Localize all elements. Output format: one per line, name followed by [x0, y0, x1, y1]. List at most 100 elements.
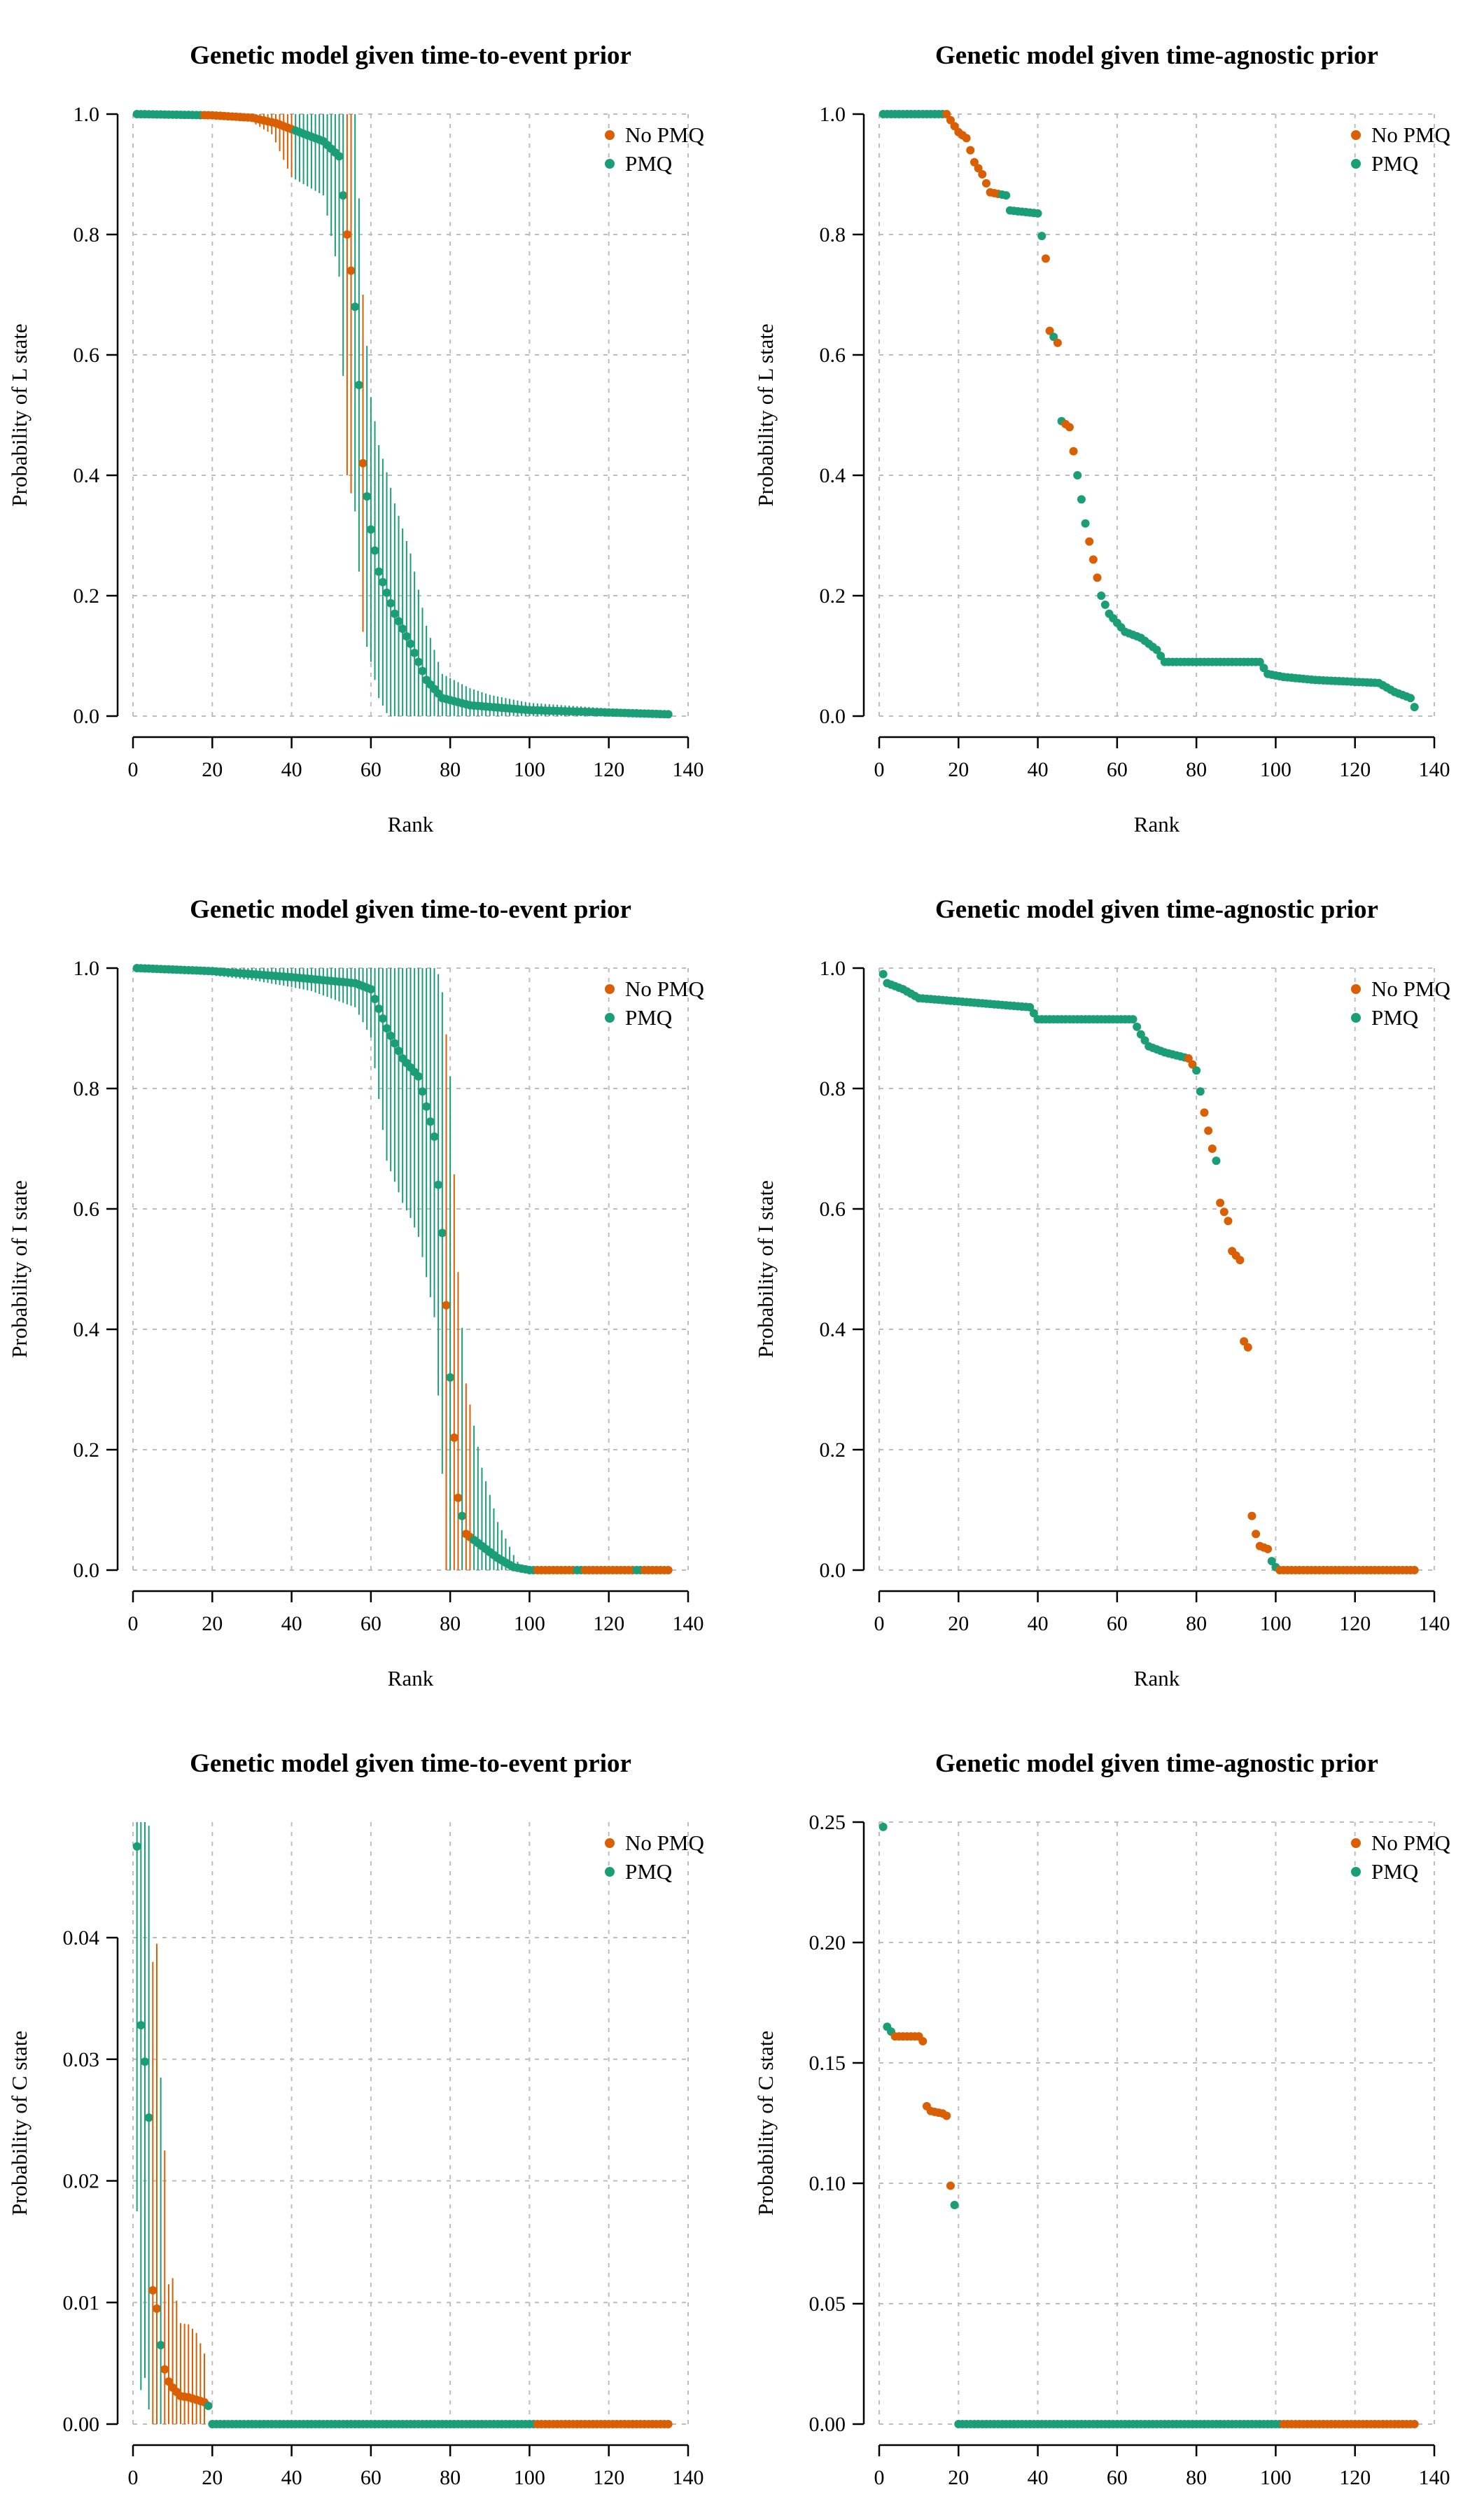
data-point-no_pmq	[1224, 1217, 1233, 1226]
data-point-no_pmq	[1204, 1126, 1213, 1135]
data-point-pmq	[446, 1373, 455, 1382]
x-axis-label: Rank	[1134, 1666, 1180, 1690]
data-points	[878, 110, 1419, 712]
data-point-pmq	[366, 985, 375, 994]
data-point-pmq	[1196, 1087, 1205, 1096]
x-tick-label: 100	[1260, 2466, 1292, 2489]
x-tick-label: 20	[202, 758, 223, 781]
data-point-pmq	[1192, 1066, 1201, 1075]
legend: No PMQ PMQ	[605, 1830, 704, 1884]
legend-label-no_pmq: No PMQ	[625, 1830, 704, 1855]
data-point-pmq	[434, 1180, 443, 1189]
data-point-pmq	[1406, 694, 1415, 703]
y-tick-label: 0.05	[809, 2292, 846, 2316]
panel-title: Genetic model given time-agnostic prior	[935, 895, 1378, 924]
data-point-no_pmq	[152, 2304, 161, 2313]
panel-I-tte: Genetic model given time-to-event prior 0…	[7, 895, 704, 1690]
y-tick-label: 0.15	[809, 2052, 846, 2075]
data-point-pmq	[390, 609, 399, 618]
y-tick-label: 0.03	[63, 2048, 100, 2071]
data-point-pmq	[363, 492, 372, 501]
panel-title: Genetic model given time-agnostic prior	[935, 1749, 1378, 1778]
data-point-pmq	[204, 2401, 213, 2410]
legend-marker-no_pmq	[1351, 1838, 1361, 1848]
data-points	[132, 110, 673, 719]
legend-marker-pmq	[1351, 1867, 1361, 1877]
data-point-pmq	[374, 1004, 384, 1014]
x-tick-label: 40	[1028, 2466, 1049, 2489]
x-tick-label: 60	[360, 1612, 382, 1635]
data-point-no_pmq	[1093, 573, 1102, 582]
y-axis-label: Probability of I state	[7, 1180, 31, 1358]
legend-label-pmq: PMQ	[1371, 1005, 1418, 1030]
data-point-pmq	[386, 598, 396, 608]
x-tick-label: 80	[440, 1612, 461, 1635]
data-point-no_pmq	[962, 134, 971, 143]
data-points	[132, 1822, 673, 2428]
data-points	[878, 969, 1419, 1574]
x-tick-label: 120	[1339, 758, 1371, 781]
data-point-no_pmq	[1236, 1256, 1245, 1265]
data-point-pmq	[144, 2113, 153, 2122]
data-point-no_pmq	[946, 2181, 955, 2190]
data-point-pmq	[1259, 664, 1268, 673]
legend-label-no_pmq: No PMQ	[1371, 976, 1450, 1001]
legend-label-pmq: PMQ	[1371, 1859, 1418, 1884]
y-tick-label: 0.4	[820, 464, 846, 487]
legend: No PMQ PMQ	[1351, 976, 1450, 1030]
legend-marker-no_pmq	[605, 1838, 615, 1848]
legend-marker-no_pmq	[1351, 130, 1361, 140]
y-tick-label: 0.0	[820, 705, 846, 728]
x-tick-label: 120	[593, 758, 624, 781]
data-point-pmq	[1212, 1156, 1221, 1166]
y-tick-label: 0.0	[74, 1559, 100, 1582]
data-point-no_pmq	[1088, 555, 1098, 564]
data-point-pmq	[351, 302, 360, 312]
data-point-pmq	[414, 1072, 423, 1081]
x-tick-label: 60	[360, 758, 382, 781]
data-point-pmq	[370, 995, 379, 1004]
x-tick-label: 20	[202, 2466, 223, 2489]
data-point-pmq	[132, 1842, 141, 1851]
legend-label-pmq: PMQ	[1371, 151, 1418, 176]
panel-I-ta: Genetic model given time-agnostic prior 0…	[753, 895, 1450, 1690]
y-tick-label: 0.4	[74, 1318, 100, 1341]
data-point-no_pmq	[1045, 326, 1054, 335]
data-point-pmq	[1267, 1557, 1276, 1566]
x-axis-label: Rank	[1134, 812, 1180, 836]
data-point-no_pmq	[1200, 1108, 1209, 1117]
data-point-no_pmq	[1208, 1144, 1217, 1153]
legend-label-pmq: PMQ	[625, 1859, 672, 1884]
legend-marker-pmq	[1351, 159, 1361, 169]
legend-label-pmq: PMQ	[625, 151, 672, 176]
y-tick-label: 0.10	[809, 2172, 846, 2195]
legend-marker-pmq	[605, 1013, 615, 1023]
y-tick-label: 1.0	[74, 103, 100, 126]
data-point-pmq	[374, 567, 384, 576]
y-tick-label: 0.20	[809, 1931, 846, 1954]
data-point-no_pmq	[1243, 1343, 1252, 1352]
panel-C-tte: Genetic model given time-to-event prior 0…	[7, 1749, 704, 2489]
data-point-pmq	[1136, 1030, 1145, 1039]
x-tick-label: 20	[948, 1612, 969, 1635]
panel-L-tte: Genetic model given time-to-event prior 0…	[7, 41, 704, 836]
data-point-pmq	[394, 617, 403, 626]
y-tick-label: 0.6	[74, 344, 100, 367]
y-tick-label: 0.6	[74, 1198, 100, 1221]
data-point-pmq	[140, 2057, 149, 2066]
data-point-pmq	[1081, 519, 1090, 528]
data-point-pmq	[878, 1822, 888, 1831]
panel-title: Genetic model given time-to-event prior	[190, 41, 631, 70]
x-tick-label: 0	[874, 758, 885, 781]
data-point-no_pmq	[981, 178, 990, 188]
data-point-pmq	[418, 666, 427, 676]
data-point-pmq	[378, 1014, 387, 1023]
y-axis-label: Probability of L state	[753, 323, 778, 506]
data-point-no_pmq	[1247, 1511, 1256, 1520]
y-tick-label: 0.8	[74, 223, 100, 246]
y-tick-label: 0.8	[820, 223, 846, 246]
data-point-pmq	[458, 1511, 467, 1520]
data-point-pmq	[1002, 191, 1011, 200]
data-point-pmq	[398, 624, 407, 634]
